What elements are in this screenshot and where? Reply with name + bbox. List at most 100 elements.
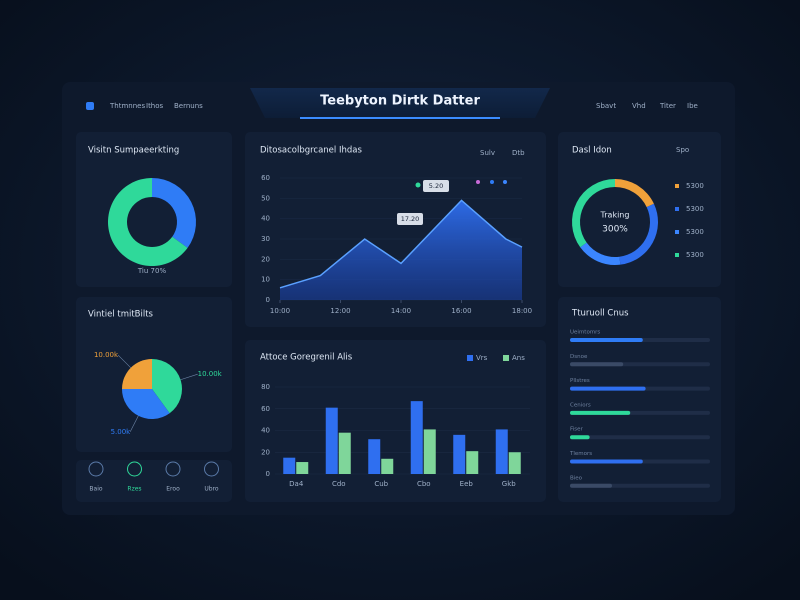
row-label: Pllstres (570, 378, 590, 384)
panel (558, 132, 721, 287)
x-tick-label: Cdo (332, 480, 346, 488)
callout-box (397, 213, 423, 225)
slice (615, 179, 654, 208)
legend-label: 5300 (686, 228, 704, 236)
panel-title: Visitn Sumpaeerkting (88, 146, 179, 156)
x-tick-label: Cub (374, 480, 388, 488)
x-tick-label: 18:00 (512, 307, 532, 315)
y-tick-label: 60 (261, 174, 270, 182)
slice-label: 10.00k (198, 370, 223, 378)
header-title: Teebyton Dirtk Datter (320, 94, 480, 109)
slice-label: 5.00k (111, 428, 132, 436)
slice (122, 359, 152, 389)
control[interactable]: Sulv (480, 149, 495, 157)
row-label: Ueimtomrs (570, 330, 600, 336)
row-label: Dsnoe (570, 354, 588, 360)
y-tick-label: 50 (261, 194, 270, 202)
progress-bar (570, 459, 643, 464)
progress-bar (570, 410, 631, 415)
y-tick-label: 0 (266, 470, 270, 478)
bar (283, 457, 296, 474)
y-tick-label: 30 (261, 235, 270, 243)
x-tick-label: 12:00 (330, 307, 350, 315)
nav-item[interactable]: Bernuns (174, 102, 203, 110)
panel (76, 132, 232, 287)
legend-swatch (675, 207, 679, 211)
legend-dot (415, 182, 421, 188)
y-tick-label: 20 (261, 448, 270, 456)
y-tick-label: 0 (266, 296, 270, 304)
panel-title: Ditosacolbgrcanel Ihdas (260, 146, 362, 156)
leader (129, 415, 139, 432)
bar (466, 451, 479, 474)
shortcut-icon[interactable] (127, 461, 142, 477)
panel (245, 340, 546, 502)
y-tick-label: 10 (261, 276, 270, 284)
nav-item[interactable]: Vhd (632, 102, 646, 110)
callout-box (423, 180, 449, 192)
panel (558, 297, 721, 502)
legend-swatch (675, 184, 679, 188)
legend-dot (490, 180, 494, 184)
legend-swatch (503, 355, 509, 361)
slice (619, 203, 658, 265)
x-tick-label: 14:00 (391, 307, 411, 315)
bar (410, 401, 423, 474)
center-text: Traking (600, 211, 630, 220)
track (570, 435, 710, 440)
callout: 17.20 (401, 215, 420, 223)
panel-title: Tturuoll Cnus (571, 309, 629, 319)
bar (381, 458, 394, 474)
shortcut-icon[interactable] (204, 461, 219, 477)
x-tick-label: 16:00 (451, 307, 471, 315)
slice-label: 10.00k (94, 351, 119, 359)
shortcut-label[interactable]: Rzes (127, 486, 141, 493)
nav-item[interactable]: Thtmnnes (109, 102, 145, 110)
bar (453, 434, 466, 474)
shortcut-label[interactable]: Eroo (166, 486, 180, 493)
header-plate (250, 88, 550, 118)
progress-bar (570, 435, 590, 440)
shortcut-label[interactable]: Baio (89, 486, 102, 493)
slice (152, 177, 196, 248)
control[interactable]: Dtb (512, 149, 525, 157)
progress-bar (570, 362, 624, 367)
nav-item[interactable]: Sbavt (596, 102, 616, 110)
leader (180, 373, 198, 381)
slice (580, 242, 621, 265)
slice (152, 359, 183, 414)
logo (86, 102, 94, 110)
progress-bar (570, 483, 612, 488)
legend-label: Ans (512, 354, 525, 362)
legend-label: 5300 (686, 205, 704, 213)
legend-swatch (467, 355, 473, 361)
row-label: Tlemors (569, 451, 592, 457)
line (279, 199, 523, 289)
legend-swatch (675, 230, 679, 234)
nav-item[interactable]: Titer (659, 102, 676, 110)
bar (325, 407, 338, 474)
bar (495, 429, 508, 474)
x-tick-label: Eeb (460, 480, 474, 488)
panel (76, 460, 232, 502)
caption: Tiu 70% (137, 267, 167, 275)
slice (122, 389, 170, 419)
shortcut-label[interactable]: Ubro (204, 486, 219, 493)
slice (108, 177, 188, 266)
progress-bar (570, 338, 643, 342)
row-label: Ceniors (570, 402, 591, 408)
legend-swatch (675, 253, 679, 257)
x-tick-label: 10:00 (270, 307, 290, 315)
row-label: Bieo (570, 475, 583, 481)
nav-item[interactable]: Ibe (687, 102, 698, 110)
bar (338, 432, 351, 474)
panel-title: Vintiel tmitBilts (88, 310, 154, 320)
legend-dot (503, 180, 507, 184)
x-tick-label: Cbo (417, 480, 431, 488)
nav-item[interactable]: Ithos (146, 102, 164, 110)
bar (423, 429, 436, 474)
control[interactable]: Spo (676, 146, 689, 154)
progress-bar (570, 386, 646, 391)
shortcut-icon[interactable] (165, 461, 181, 477)
shortcut-icon[interactable] (88, 461, 104, 477)
